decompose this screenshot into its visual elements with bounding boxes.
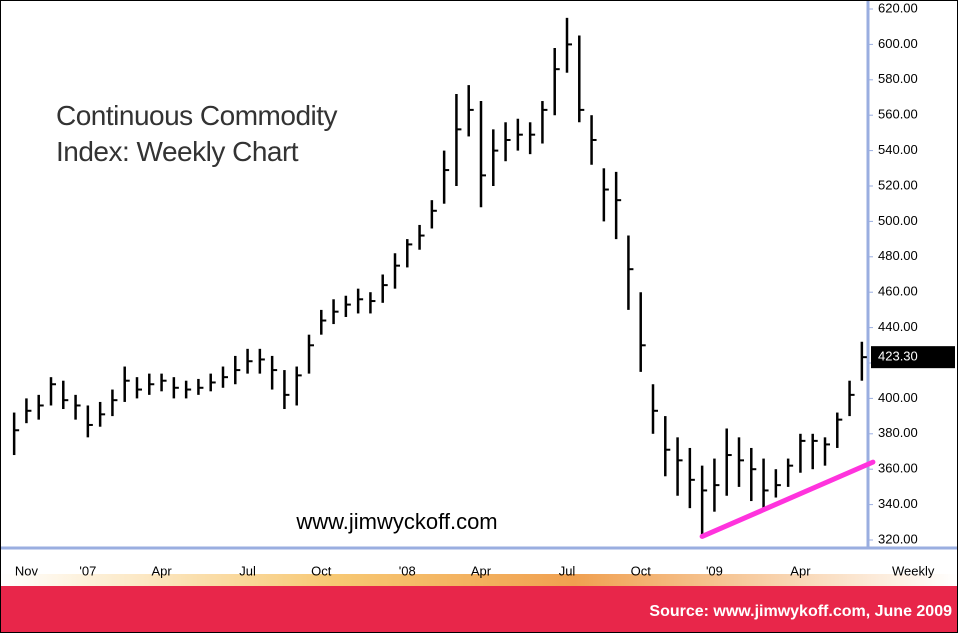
divider-band [0, 574, 958, 588]
source: Source: www.jimwykoff.com, June 2009 [649, 603, 952, 620]
y-tick-label: 360.00 [878, 461, 918, 476]
footer-band [0, 586, 958, 633]
y-tick-label: 340.00 [878, 496, 918, 511]
x-tick-label: Oct [311, 563, 332, 578]
x-tick-label: Oct [631, 563, 652, 578]
x-tick-label: '07 [79, 563, 96, 578]
y-tick-label: 320.00 [878, 531, 918, 546]
x-tick-label: Apr [471, 563, 492, 578]
y-tick-label: 560.00 [878, 107, 918, 122]
x-tick-label: Apr [151, 563, 172, 578]
y-tick-label: 520.00 [878, 177, 918, 192]
chart-title: Continuous Commodity Index: Weekly Chart [56, 100, 338, 167]
y-tick-label: 540.00 [878, 142, 918, 157]
y-tick-label: 480.00 [878, 248, 918, 263]
y-tick-label: 500.00 [878, 213, 918, 228]
interval-label: Weekly [892, 563, 935, 578]
x-tick-label: Jul [559, 563, 576, 578]
y-tick-label: 460.00 [878, 284, 918, 299]
y-tick-label: 380.00 [878, 425, 918, 440]
y-tick-label: 620.00 [878, 0, 918, 15]
last-value-label: 423.30 [878, 349, 918, 364]
y-tick-label: 600.00 [878, 36, 918, 51]
y-tick-label: 400.00 [878, 390, 918, 405]
x-tick-label: Nov [15, 563, 39, 578]
trendline [699, 459, 876, 539]
x-tick-label: Apr [790, 563, 811, 578]
x-tick-label: Jul [239, 563, 256, 578]
x-tick-label: '08 [399, 563, 416, 578]
x-tick-label: '09 [706, 563, 723, 578]
watermark: www.jimwyckoff.com [295, 509, 497, 534]
last-value-box [871, 346, 955, 369]
y-tick-label: 440.00 [878, 319, 918, 334]
y-tick-label: 580.00 [878, 71, 918, 86]
